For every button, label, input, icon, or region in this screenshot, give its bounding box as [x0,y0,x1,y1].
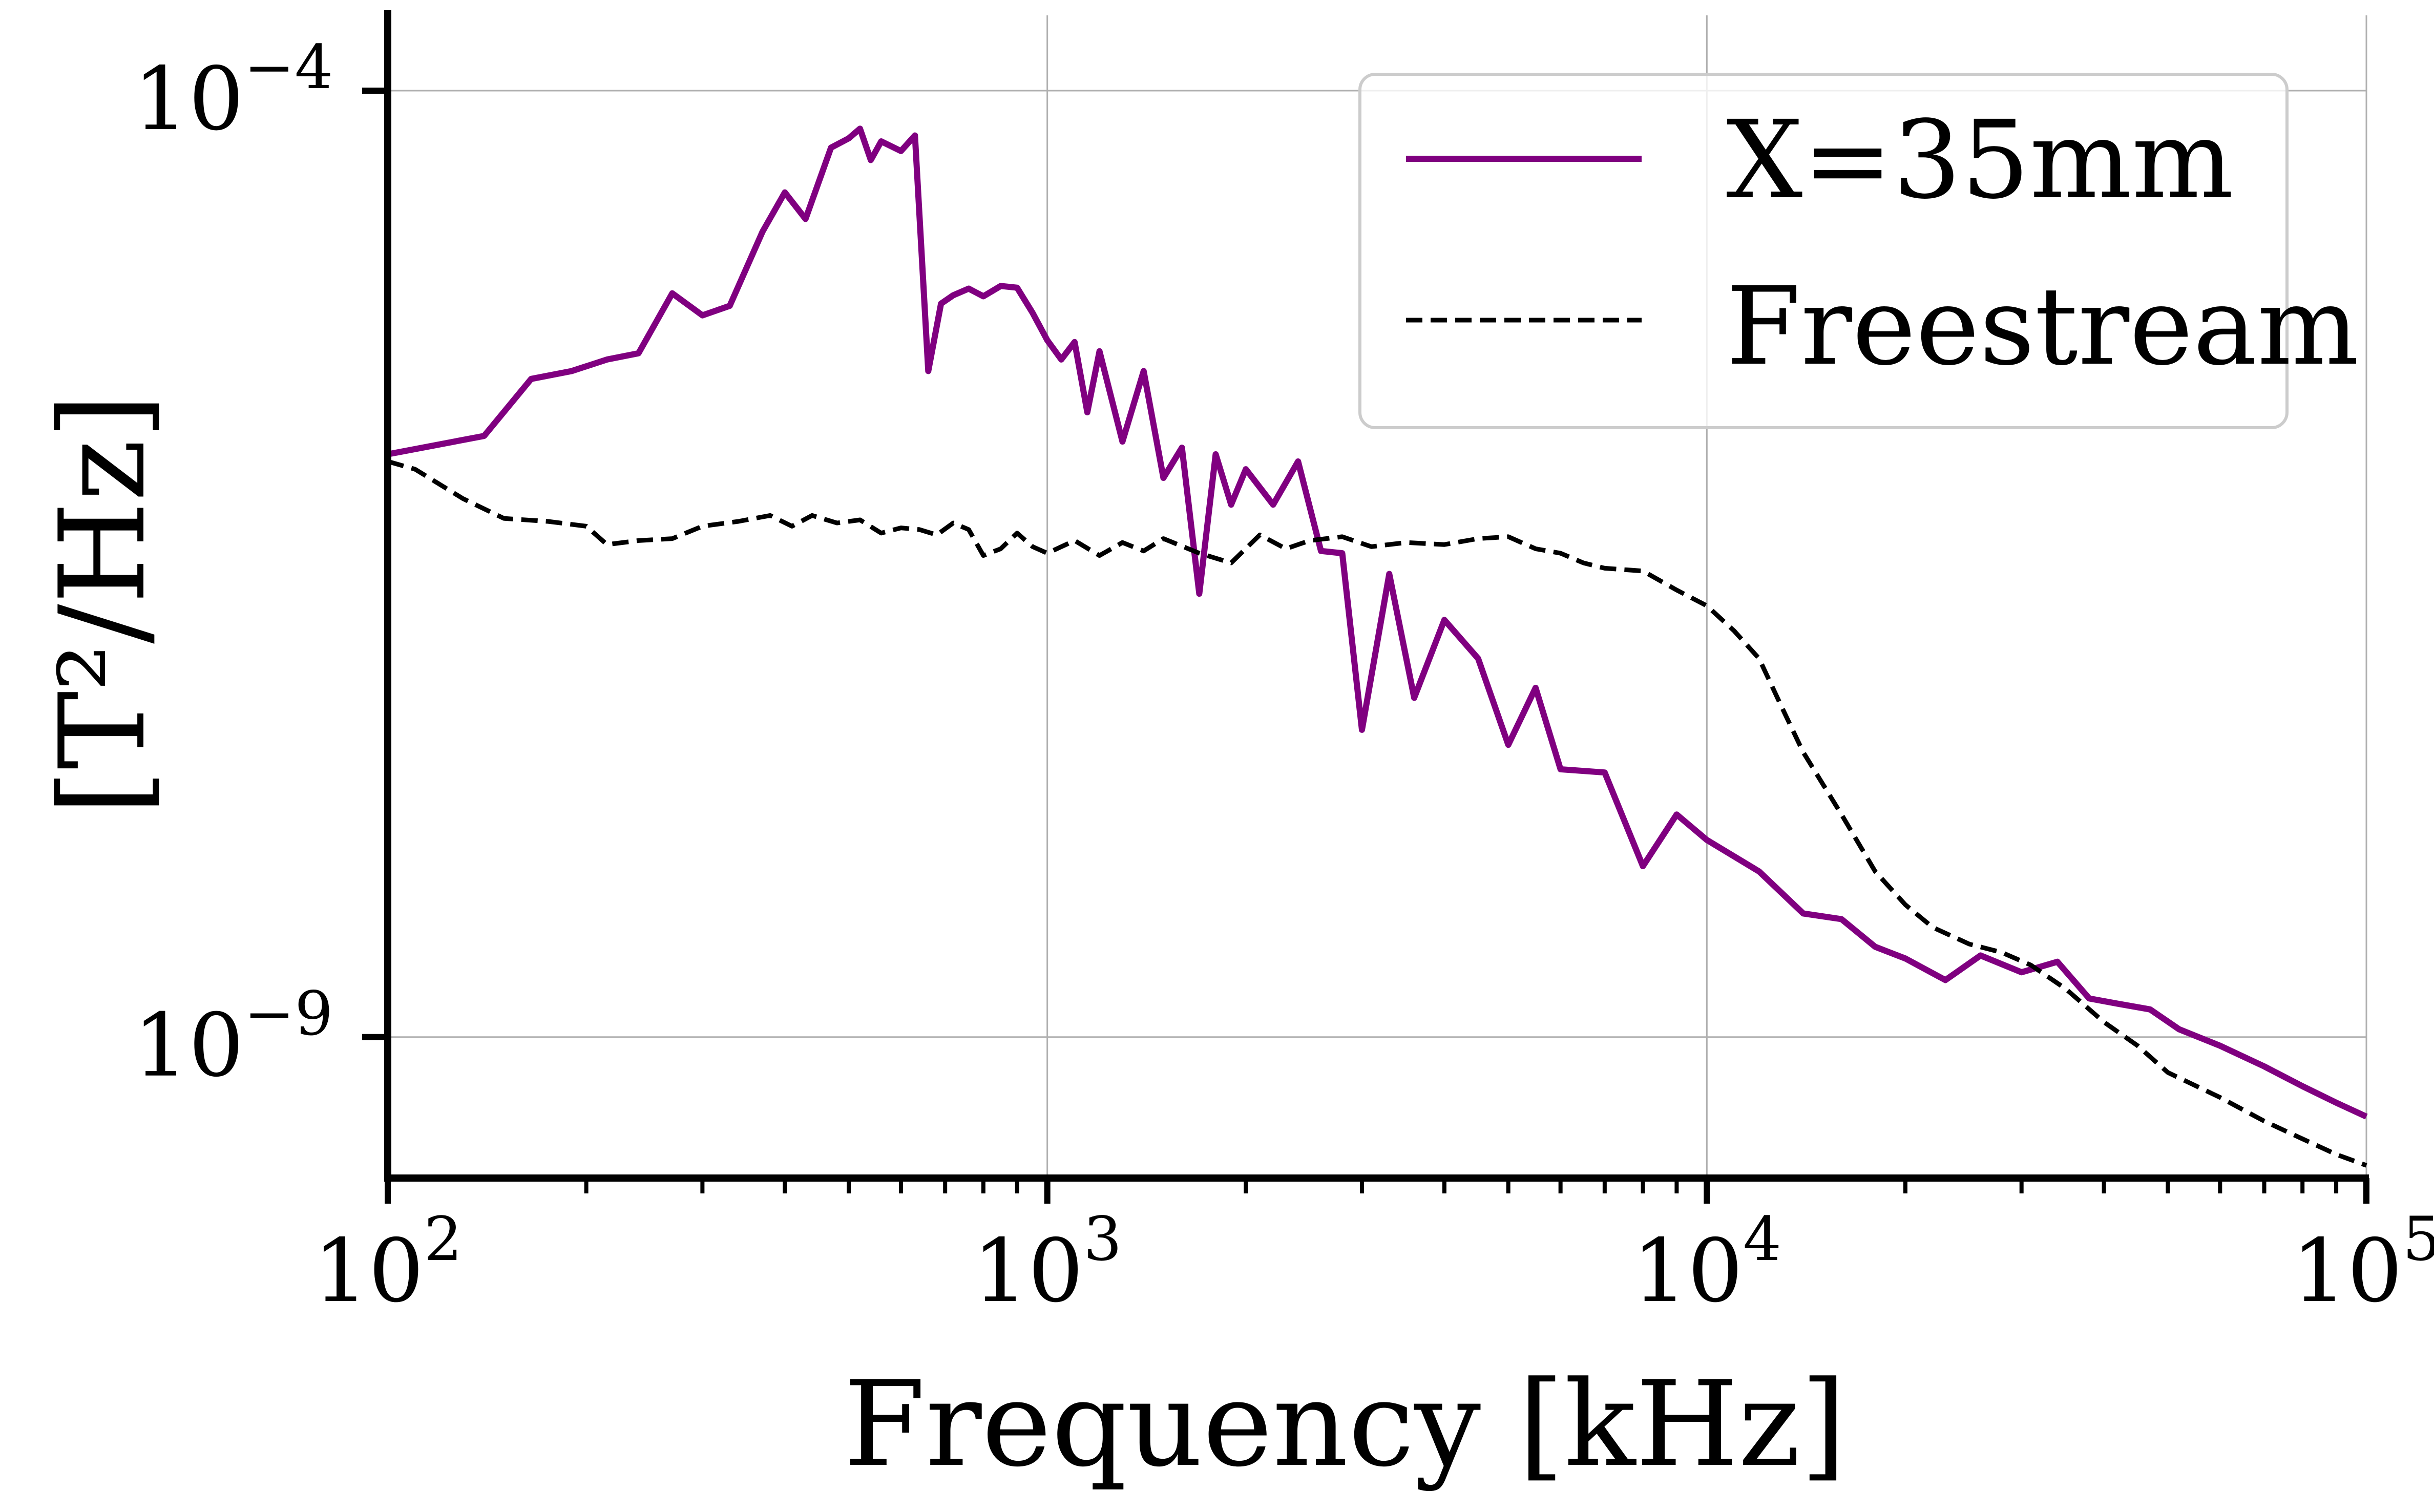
y-tick-label: 10−4 [133,32,333,150]
y-tick-label: 10−9 [133,978,333,1097]
x-tick-label: 103 [973,1204,1122,1322]
ticks: 102 103 104 105 10−4 10−9 [133,32,2434,1322]
axes [384,10,2369,1182]
x-tick-label: 104 [1632,1204,1781,1322]
x-tick-label: 102 [313,1204,462,1322]
x-tick-label: 105 [2292,1204,2434,1322]
series-line-freestream [387,459,2367,1168]
series-layer [387,125,2368,1168]
legend: X=35mm Freestream [1358,73,2359,429]
series-line-x35mm [387,125,2368,1120]
y-axis-label: [T²/Hz] [35,393,172,815]
legend-frame [1358,73,2289,429]
x-axis-label: Frequency [kHz] [844,1356,1847,1493]
legend-label-freestream: Freestream [1726,264,2359,389]
legend-label-x35mm: X=35mm [1726,97,2234,223]
